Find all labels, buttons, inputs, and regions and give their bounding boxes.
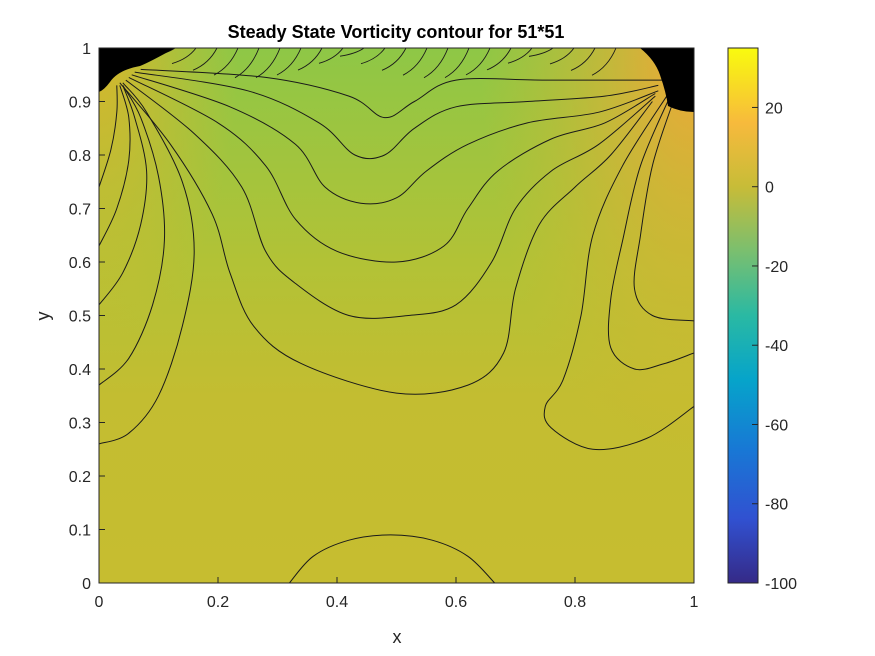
contour-line-4 (99, 85, 131, 247)
colorbar-ticks: -100 -80 -60 -40 -20 0 20 (752, 100, 797, 593)
lid-contour-16 (486, 48, 512, 71)
lid-contour-14 (444, 48, 470, 79)
contour-line-2 (99, 85, 166, 386)
colorbar-tick-label: -100 (765, 576, 797, 593)
contour-line-13 (134, 71, 659, 160)
colorbar-tick-label: 0 (765, 180, 774, 197)
lid-contour-20 (570, 48, 596, 71)
contour-line-3 (99, 85, 148, 306)
contour-line-9 (633, 101, 694, 322)
lid-contour-2 (192, 48, 218, 71)
colorbar-tick-label: -60 (765, 417, 788, 434)
colorbar-tick-label: -80 (765, 497, 788, 514)
y-axis-label: y (33, 312, 53, 321)
y-tick-label: 0.7 (69, 202, 91, 219)
chart-title: Steady State Vorticity contour for 51*51 (228, 22, 565, 42)
contour-line-5 (99, 85, 118, 188)
top-left-corner-singularity (99, 48, 175, 92)
lid-contour-3 (213, 48, 239, 76)
contour-line-6 (119, 82, 653, 395)
colorbar (727, 47, 759, 584)
lid-contour-10 (360, 48, 386, 65)
y-tick-label: 0.1 (69, 523, 91, 540)
x-tick-label: 0.2 (207, 594, 229, 611)
x-axis-label: x (393, 627, 402, 647)
contour-line-14 (140, 68, 665, 119)
lid-contour-18 (528, 48, 554, 57)
y-tick-label: 0 (82, 576, 91, 593)
contour-line-11 (128, 76, 656, 263)
lid-contour-5 (255, 48, 281, 79)
lid-contour-19 (549, 48, 575, 65)
y-tick-label: 1 (82, 41, 91, 58)
colorbar-tick-label: 20 (765, 100, 783, 117)
lid-contour-9 (339, 48, 365, 57)
x-tick-label: 1 (690, 594, 699, 611)
lid-contour-21 (591, 48, 617, 76)
y-tick-label: 0.5 (69, 309, 91, 326)
x-axis: 0 0.2 0.4 0.6 0.8 1 (95, 577, 699, 611)
y-tick-label: 0.2 (69, 469, 91, 486)
colorbar-tick-label: -40 (765, 338, 788, 355)
y-tick-label: 0.6 (69, 255, 91, 272)
lid-contour-13 (423, 48, 449, 79)
lid-contour-12 (402, 48, 428, 76)
lid-contour-8 (318, 48, 344, 64)
y-tick-label: 0.9 (69, 95, 91, 112)
top-right-corner-singularity (640, 48, 694, 112)
contour-line-10 (125, 79, 656, 319)
lid-contour-15 (465, 48, 491, 76)
contour-lines (99, 68, 694, 583)
x-tick-label: 0.4 (326, 594, 348, 611)
x-tick-label: 0 (95, 594, 104, 611)
lid-contour-7 (297, 48, 323, 71)
contour-line-12 (131, 74, 659, 205)
contour-line-8 (607, 95, 694, 371)
contour-line-0 (289, 534, 496, 583)
x-tick-label: 0.6 (445, 594, 467, 611)
plot-area (99, 48, 694, 583)
y-tick-label: 0.4 (69, 362, 91, 379)
y-axis: 0 0.1 0.2 0.3 0.4 0.5 0.6 0.7 0.8 0.9 1 (69, 41, 105, 593)
lid-contour-1 (171, 48, 197, 64)
right-corner-shade (480, 48, 694, 468)
colorbar-tick-label: -20 (765, 259, 788, 276)
y-tick-label: 0.8 (69, 148, 91, 165)
y-tick-label: 0.3 (69, 416, 91, 433)
lid-contour-6 (276, 48, 302, 76)
lid-contour-11 (381, 48, 407, 71)
left-corner-shade (99, 48, 239, 348)
lid-contour-4 (234, 48, 260, 79)
x-tick-label: 0.8 (564, 594, 586, 611)
contour-line-7 (543, 90, 694, 451)
lid-contour-17 (507, 48, 533, 64)
